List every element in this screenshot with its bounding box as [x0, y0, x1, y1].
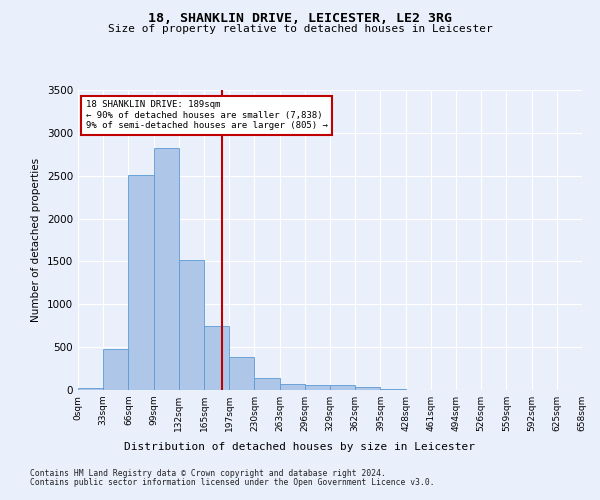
Bar	[128, 175, 154, 390]
Text: Contains HM Land Registry data © Crown copyright and database right 2024.: Contains HM Land Registry data © Crown c…	[30, 469, 386, 478]
Y-axis label: Number of detached properties: Number of detached properties	[31, 158, 41, 322]
Bar	[280, 384, 305, 390]
Bar	[330, 386, 355, 390]
Bar	[154, 148, 179, 390]
Bar	[355, 388, 380, 390]
Text: 18, SHANKLIN DRIVE, LEICESTER, LE2 3RG: 18, SHANKLIN DRIVE, LEICESTER, LE2 3RG	[148, 12, 452, 26]
Text: Distribution of detached houses by size in Leicester: Distribution of detached houses by size …	[125, 442, 476, 452]
Bar	[78, 388, 103, 390]
Bar	[380, 389, 406, 390]
Bar	[179, 260, 204, 390]
Bar	[229, 356, 254, 390]
Bar	[254, 378, 280, 390]
Bar	[305, 385, 330, 390]
Text: Size of property relative to detached houses in Leicester: Size of property relative to detached ho…	[107, 24, 493, 34]
Bar	[103, 349, 128, 390]
Bar	[204, 326, 229, 390]
Text: Contains public sector information licensed under the Open Government Licence v3: Contains public sector information licen…	[30, 478, 434, 487]
Text: 18 SHANKLIN DRIVE: 189sqm
← 90% of detached houses are smaller (7,838)
9% of sem: 18 SHANKLIN DRIVE: 189sqm ← 90% of detac…	[86, 100, 328, 130]
